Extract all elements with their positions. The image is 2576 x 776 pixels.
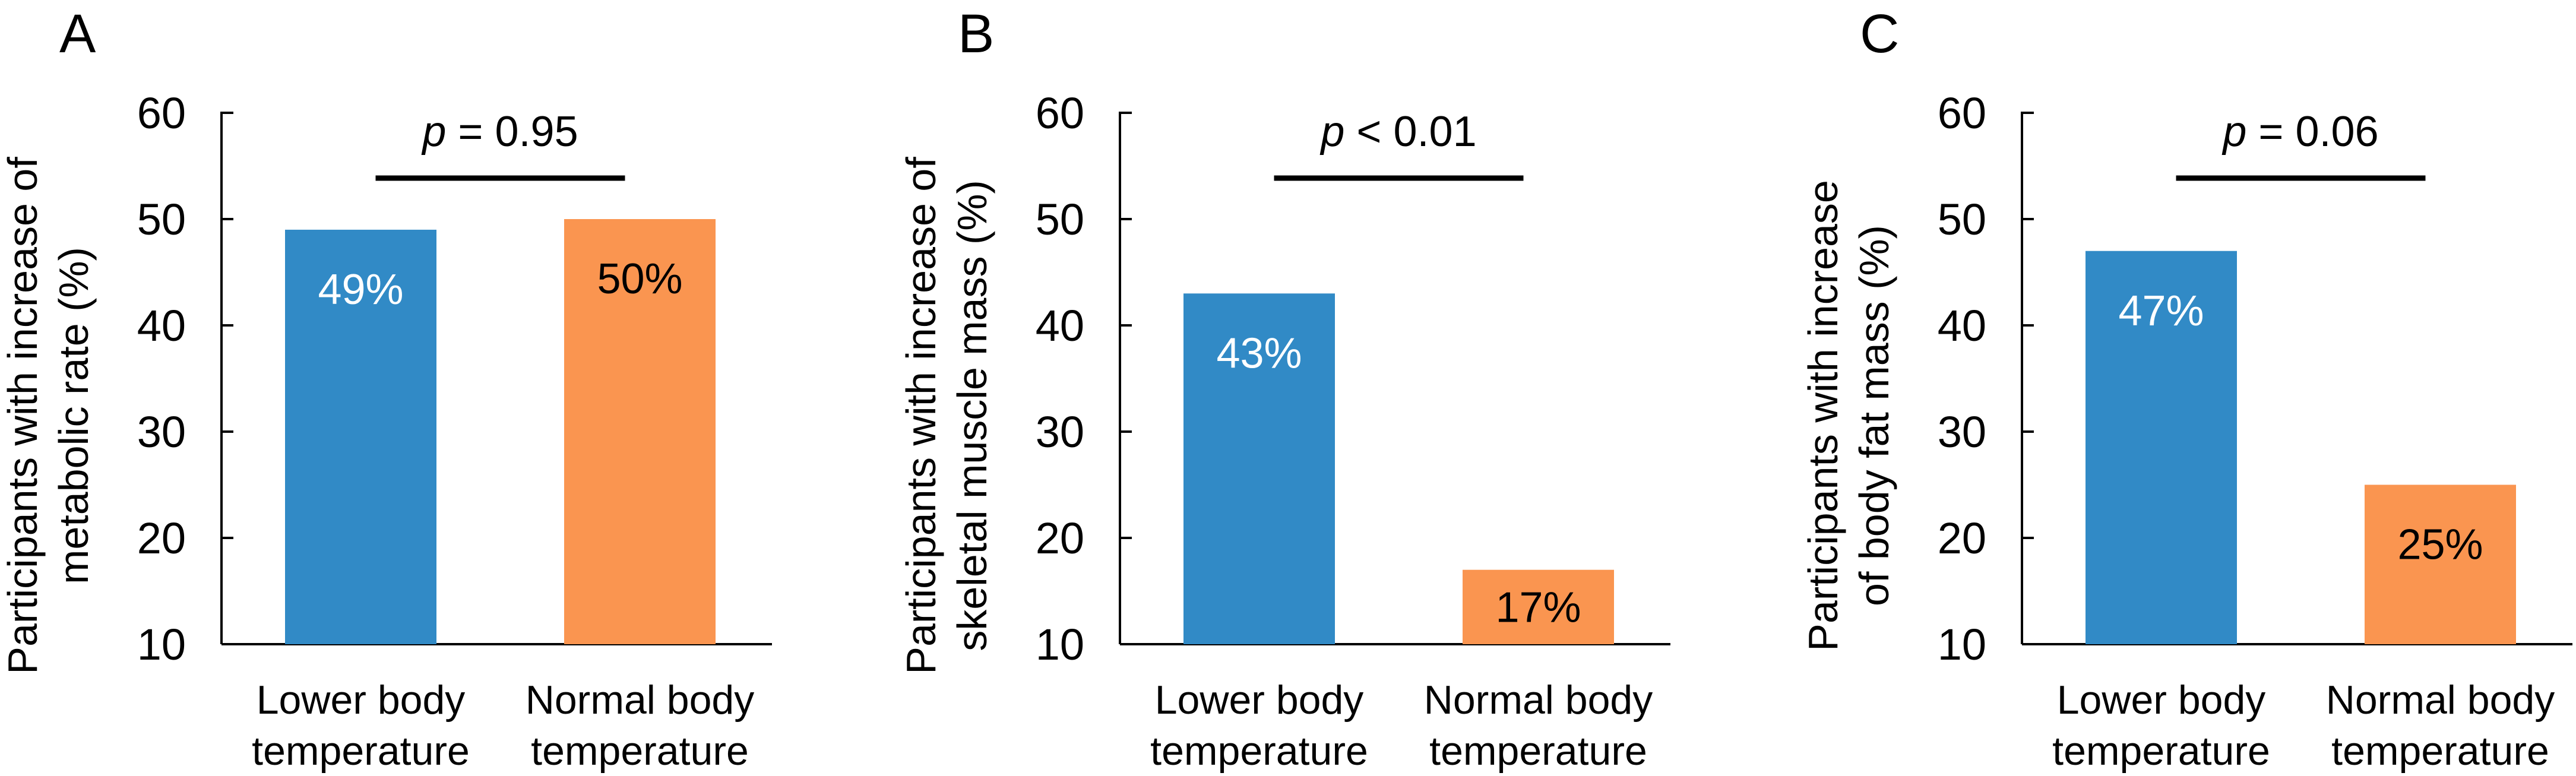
y-tick-label: 50 (137, 195, 186, 244)
category-label-line2: temperature (1429, 729, 1647, 774)
bar-lower-body-temperature (1183, 293, 1335, 644)
y-axis-title-line1: Participants with increase (1800, 180, 1846, 651)
bar-normal-body-temperature (1463, 569, 1614, 644)
bar-value-label: 47% (2118, 287, 2204, 335)
y-tick-label: 30 (1036, 407, 1084, 457)
category-label-line1: Normal body (2326, 677, 2555, 723)
y-tick-label: 10 (137, 620, 186, 669)
bar-value-label: 17% (1495, 584, 1581, 632)
y-axis-title-line1: Participants with increase of (898, 157, 944, 674)
p-value-label: p = 0.06 (2221, 108, 2378, 156)
bar-value-label: 49% (318, 266, 403, 313)
y-tick-label: 50 (1036, 195, 1084, 244)
y-tick-label: 40 (1938, 301, 1986, 350)
category-label-line1: Normal body (526, 677, 755, 723)
p-value-label: p = 0.95 (421, 108, 578, 156)
category-label-line2: temperature (2052, 729, 2270, 774)
category-label-line1: Lower body (2057, 677, 2266, 723)
y-tick-label: 40 (1036, 301, 1084, 350)
y-tick-label: 40 (137, 301, 186, 350)
y-tick-label: 60 (1036, 88, 1084, 138)
category-label-line1: Normal body (1424, 677, 1653, 723)
bar-normal-body-temperature (2365, 484, 2516, 644)
bar-value-label: 43% (1216, 330, 1302, 378)
category-label-line1: Lower body (257, 677, 466, 723)
y-axis-title-line2: skeletal muscle mass (%) (949, 180, 995, 651)
y-tick-label: 20 (1036, 514, 1084, 563)
panel-letter: C (1860, 4, 1899, 64)
panel-c: C Participants with increase of body fat m… (1800, 4, 2572, 774)
y-tick-label: 10 (1036, 620, 1084, 669)
category-label-line2: temperature (531, 729, 749, 774)
category-label-line1: Lower body (1155, 677, 1364, 723)
y-axis-title-line2: of body fat mass (%) (1851, 225, 1897, 606)
y-tick-label: 10 (1938, 620, 1986, 669)
bar-lower-body-temperature (285, 229, 436, 644)
bar-value-label: 50% (597, 255, 682, 303)
bar-normal-body-temperature (564, 219, 716, 644)
category-label-line2: temperature (1150, 729, 1368, 774)
category-label-line2: temperature (2331, 729, 2549, 774)
panel-a: A Participants with increase of metabolic … (0, 4, 772, 774)
y-tick-label: 20 (1938, 514, 1986, 563)
y-axis-title-line2: metabolic rate (%) (50, 247, 97, 584)
y-tick-label: 60 (1938, 88, 1986, 138)
panel-b: B Participants with increase of skeletal m… (898, 4, 1670, 774)
y-tick-label: 20 (137, 514, 186, 563)
y-axis-title-line1: Participants with increase of (0, 157, 46, 674)
p-value-label: p < 0.01 (1319, 108, 1476, 156)
y-tick-label: 60 (137, 88, 186, 138)
panel-letter: A (59, 4, 96, 64)
y-tick-label: 30 (1938, 407, 1986, 457)
bar-value-label: 25% (2397, 521, 2483, 569)
category-label-line2: temperature (252, 729, 470, 774)
panel-letter: B (958, 4, 994, 64)
bar-lower-body-temperature (2086, 251, 2237, 644)
y-tick-label: 30 (137, 407, 186, 457)
y-tick-label: 50 (1938, 195, 1986, 244)
